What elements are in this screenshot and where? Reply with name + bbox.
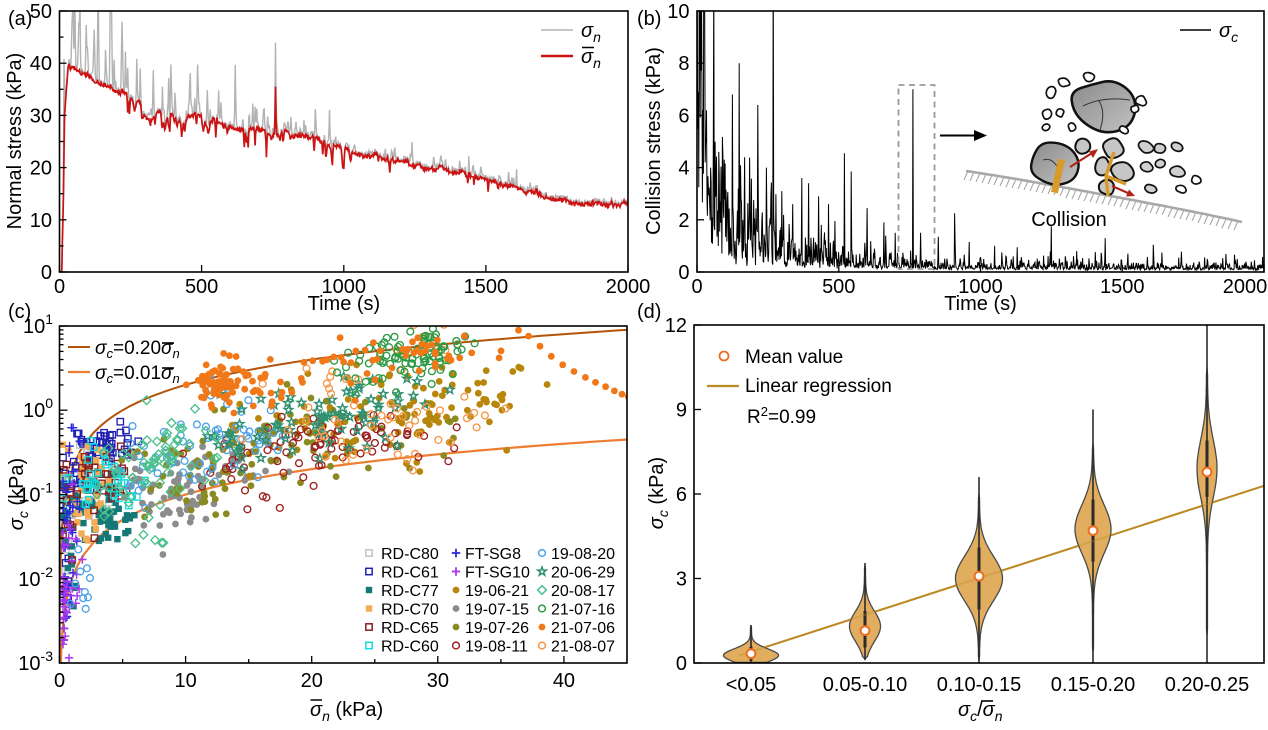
svg-text:500: 500 (185, 276, 218, 298)
svg-text:10: 10 (30, 210, 52, 232)
svg-text:(b): (b) (637, 8, 661, 30)
svg-text:Time (s): Time (s) (308, 293, 381, 315)
svg-text:0.05-0.10: 0.05-0.10 (823, 674, 908, 696)
svg-text:19-07-26: 19-07-26 (465, 620, 529, 637)
svg-text:500: 500 (822, 276, 855, 298)
svg-text:0: 0 (691, 276, 702, 298)
svg-text:1000: 1000 (958, 276, 1003, 298)
svg-text:12: 12 (665, 315, 687, 337)
svg-text:19-08-20: 19-08-20 (551, 546, 615, 563)
svg-text:0: 0 (676, 653, 687, 675)
svg-text:2000: 2000 (1223, 276, 1268, 298)
svg-text:0: 0 (54, 670, 65, 692)
svg-text:Normal stress (kPa): Normal stress (kPa) (4, 53, 26, 230)
svg-text:0.15-0.20: 0.15-0.20 (1051, 674, 1136, 696)
svg-text:19-06-21: 19-06-21 (465, 583, 529, 600)
svg-text:30: 30 (30, 105, 52, 127)
svg-text:(d): (d) (637, 301, 661, 323)
svg-text:30: 30 (427, 670, 449, 692)
svg-text:2000: 2000 (606, 276, 651, 298)
svg-text:σc=0.20σn: σc=0.20σn (95, 338, 180, 361)
svg-text:21-07-06: 21-07-06 (551, 620, 615, 637)
svg-text:21-08-07: 21-08-07 (551, 639, 615, 656)
svg-text:8: 8 (678, 53, 689, 75)
svg-text:RD-C70: RD-C70 (381, 602, 439, 619)
svg-text:σc (kPa): σc (kPa) (646, 457, 671, 529)
svg-text:6: 6 (678, 105, 689, 127)
svg-text:(a): (a) (8, 8, 32, 30)
svg-text:1500: 1500 (464, 276, 509, 298)
svg-text:σc/σn: σc/σn (958, 699, 1003, 724)
svg-text:10-2: 10-2 (18, 564, 53, 591)
svg-text:19-07-15: 19-07-15 (465, 602, 529, 619)
svg-text:σc (kPa): σc (kPa) (6, 458, 31, 530)
svg-text:0.20-0.25: 0.20-0.25 (1165, 674, 1250, 696)
svg-text:1500: 1500 (1100, 276, 1145, 298)
svg-text:50: 50 (30, 1, 52, 23)
svg-text:21-07-16: 21-07-16 (551, 602, 615, 619)
svg-text:RD-C60: RD-C60 (381, 639, 439, 656)
svg-text:(c): (c) (8, 301, 31, 323)
svg-text:RD-C65: RD-C65 (381, 620, 439, 637)
svg-text:0.10-0.15: 0.10-0.15 (937, 674, 1022, 696)
svg-text:3: 3 (676, 569, 687, 591)
svg-text:Collision: Collision (1031, 209, 1107, 231)
svg-text:0: 0 (678, 262, 689, 284)
svg-text:20: 20 (301, 670, 323, 692)
svg-text:10-1: 10-1 (18, 480, 53, 507)
svg-text:10: 10 (667, 1, 689, 23)
svg-text:2: 2 (678, 210, 689, 232)
svg-text:FT-SG8: FT-SG8 (465, 546, 521, 563)
svg-text:σn (kPa): σn (kPa) (310, 699, 383, 724)
svg-text:FT-SG10: FT-SG10 (465, 565, 530, 582)
svg-text:RD-C80: RD-C80 (381, 546, 439, 563)
svg-text:0: 0 (41, 262, 52, 284)
svg-text:RD-C77: RD-C77 (381, 583, 439, 600)
svg-text:Collision stress (kPa): Collision stress (kPa) (643, 47, 665, 235)
svg-text:Mean value: Mean value (745, 347, 843, 368)
svg-text:19-08-11: 19-08-11 (465, 639, 528, 656)
svg-text:10: 10 (174, 670, 196, 692)
svg-text:Linear regression: Linear regression (745, 376, 892, 397)
svg-text:40: 40 (553, 670, 575, 692)
svg-text:20-08-17: 20-08-17 (551, 583, 615, 600)
svg-text:9: 9 (676, 400, 687, 422)
svg-text:RD-C61: RD-C61 (381, 565, 439, 582)
svg-text:R2=0.99: R2=0.99 (747, 404, 816, 428)
svg-text:20: 20 (30, 158, 52, 180)
svg-text:<0.05: <0.05 (726, 674, 777, 696)
svg-text:1000: 1000 (322, 276, 367, 298)
svg-text:Time (s): Time (s) (944, 293, 1017, 315)
svg-text:0: 0 (54, 276, 65, 298)
svg-text:6: 6 (676, 484, 687, 506)
svg-text:4: 4 (678, 158, 689, 180)
svg-text:20-06-29: 20-06-29 (551, 565, 615, 582)
svg-text:40: 40 (30, 53, 52, 75)
